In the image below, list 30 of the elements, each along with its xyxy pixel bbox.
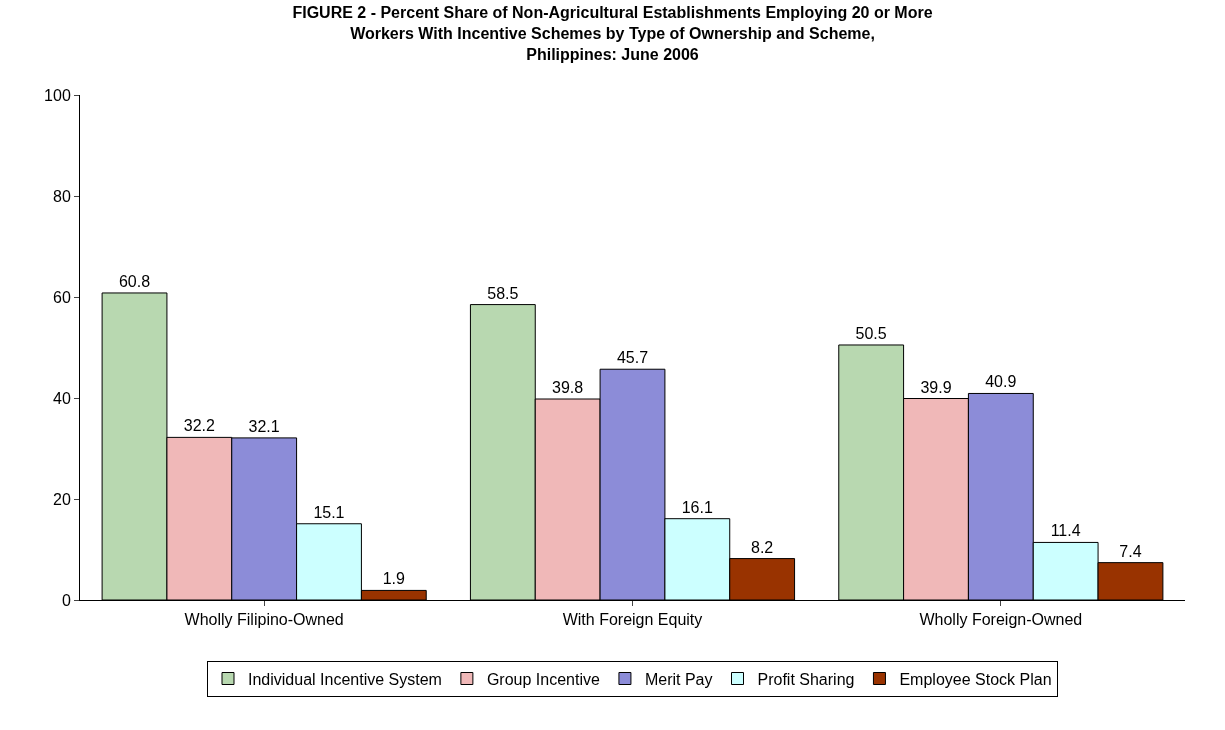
legend-label: Individual Incentive System — [248, 670, 442, 688]
data-label: 8.2 — [750, 538, 774, 556]
legend-label: Profit Sharing — [757, 670, 855, 688]
y-tick-label: 40 — [53, 389, 71, 407]
y-tick-label: 80 — [53, 187, 71, 205]
data-label: 40.9 — [985, 373, 1017, 391]
data-label: 16.1 — [681, 498, 713, 516]
y-tick-label: 100 — [44, 86, 71, 104]
data-label: 50.5 — [855, 324, 887, 342]
data-label: 1.9 — [382, 570, 405, 588]
data-label: 32.1 — [248, 417, 280, 435]
data-label: 39.8 — [552, 379, 584, 397]
x-tick-label: Wholly Foreign-Owned — [919, 611, 1083, 629]
data-label: 11.4 — [1050, 522, 1081, 540]
legend-label: Merit Pay — [644, 670, 713, 688]
x-tick-label: Wholly Filipino-Owned — [184, 611, 344, 629]
y-tick-label: 20 — [53, 490, 71, 508]
y-tick-label: 60 — [53, 288, 71, 306]
data-label: 15.1 — [313, 503, 345, 521]
data-label: 7.4 — [1119, 542, 1142, 560]
chart-title: FIGURE 2 - Percent Share of Non-Agricultural Establishments Employing 20 or More Workers With Incentive Schemes by Type of Ownership and Scheme, Philippines: June 2006 — [292, 4, 933, 63]
data-label: 60.8 — [118, 272, 151, 290]
data-label: 32.2 — [183, 417, 215, 435]
x-tick-label: With Foreign Equity — [562, 611, 703, 629]
y-tick-label: 0 — [61, 591, 71, 609]
data-label: 39.9 — [920, 378, 952, 396]
legend-label: Group Incentive — [486, 670, 600, 688]
data-label: 45.7 — [616, 349, 649, 367]
legend-label: Employee Stock Plan — [899, 670, 1052, 688]
data-label: 58.5 — [487, 284, 519, 302]
